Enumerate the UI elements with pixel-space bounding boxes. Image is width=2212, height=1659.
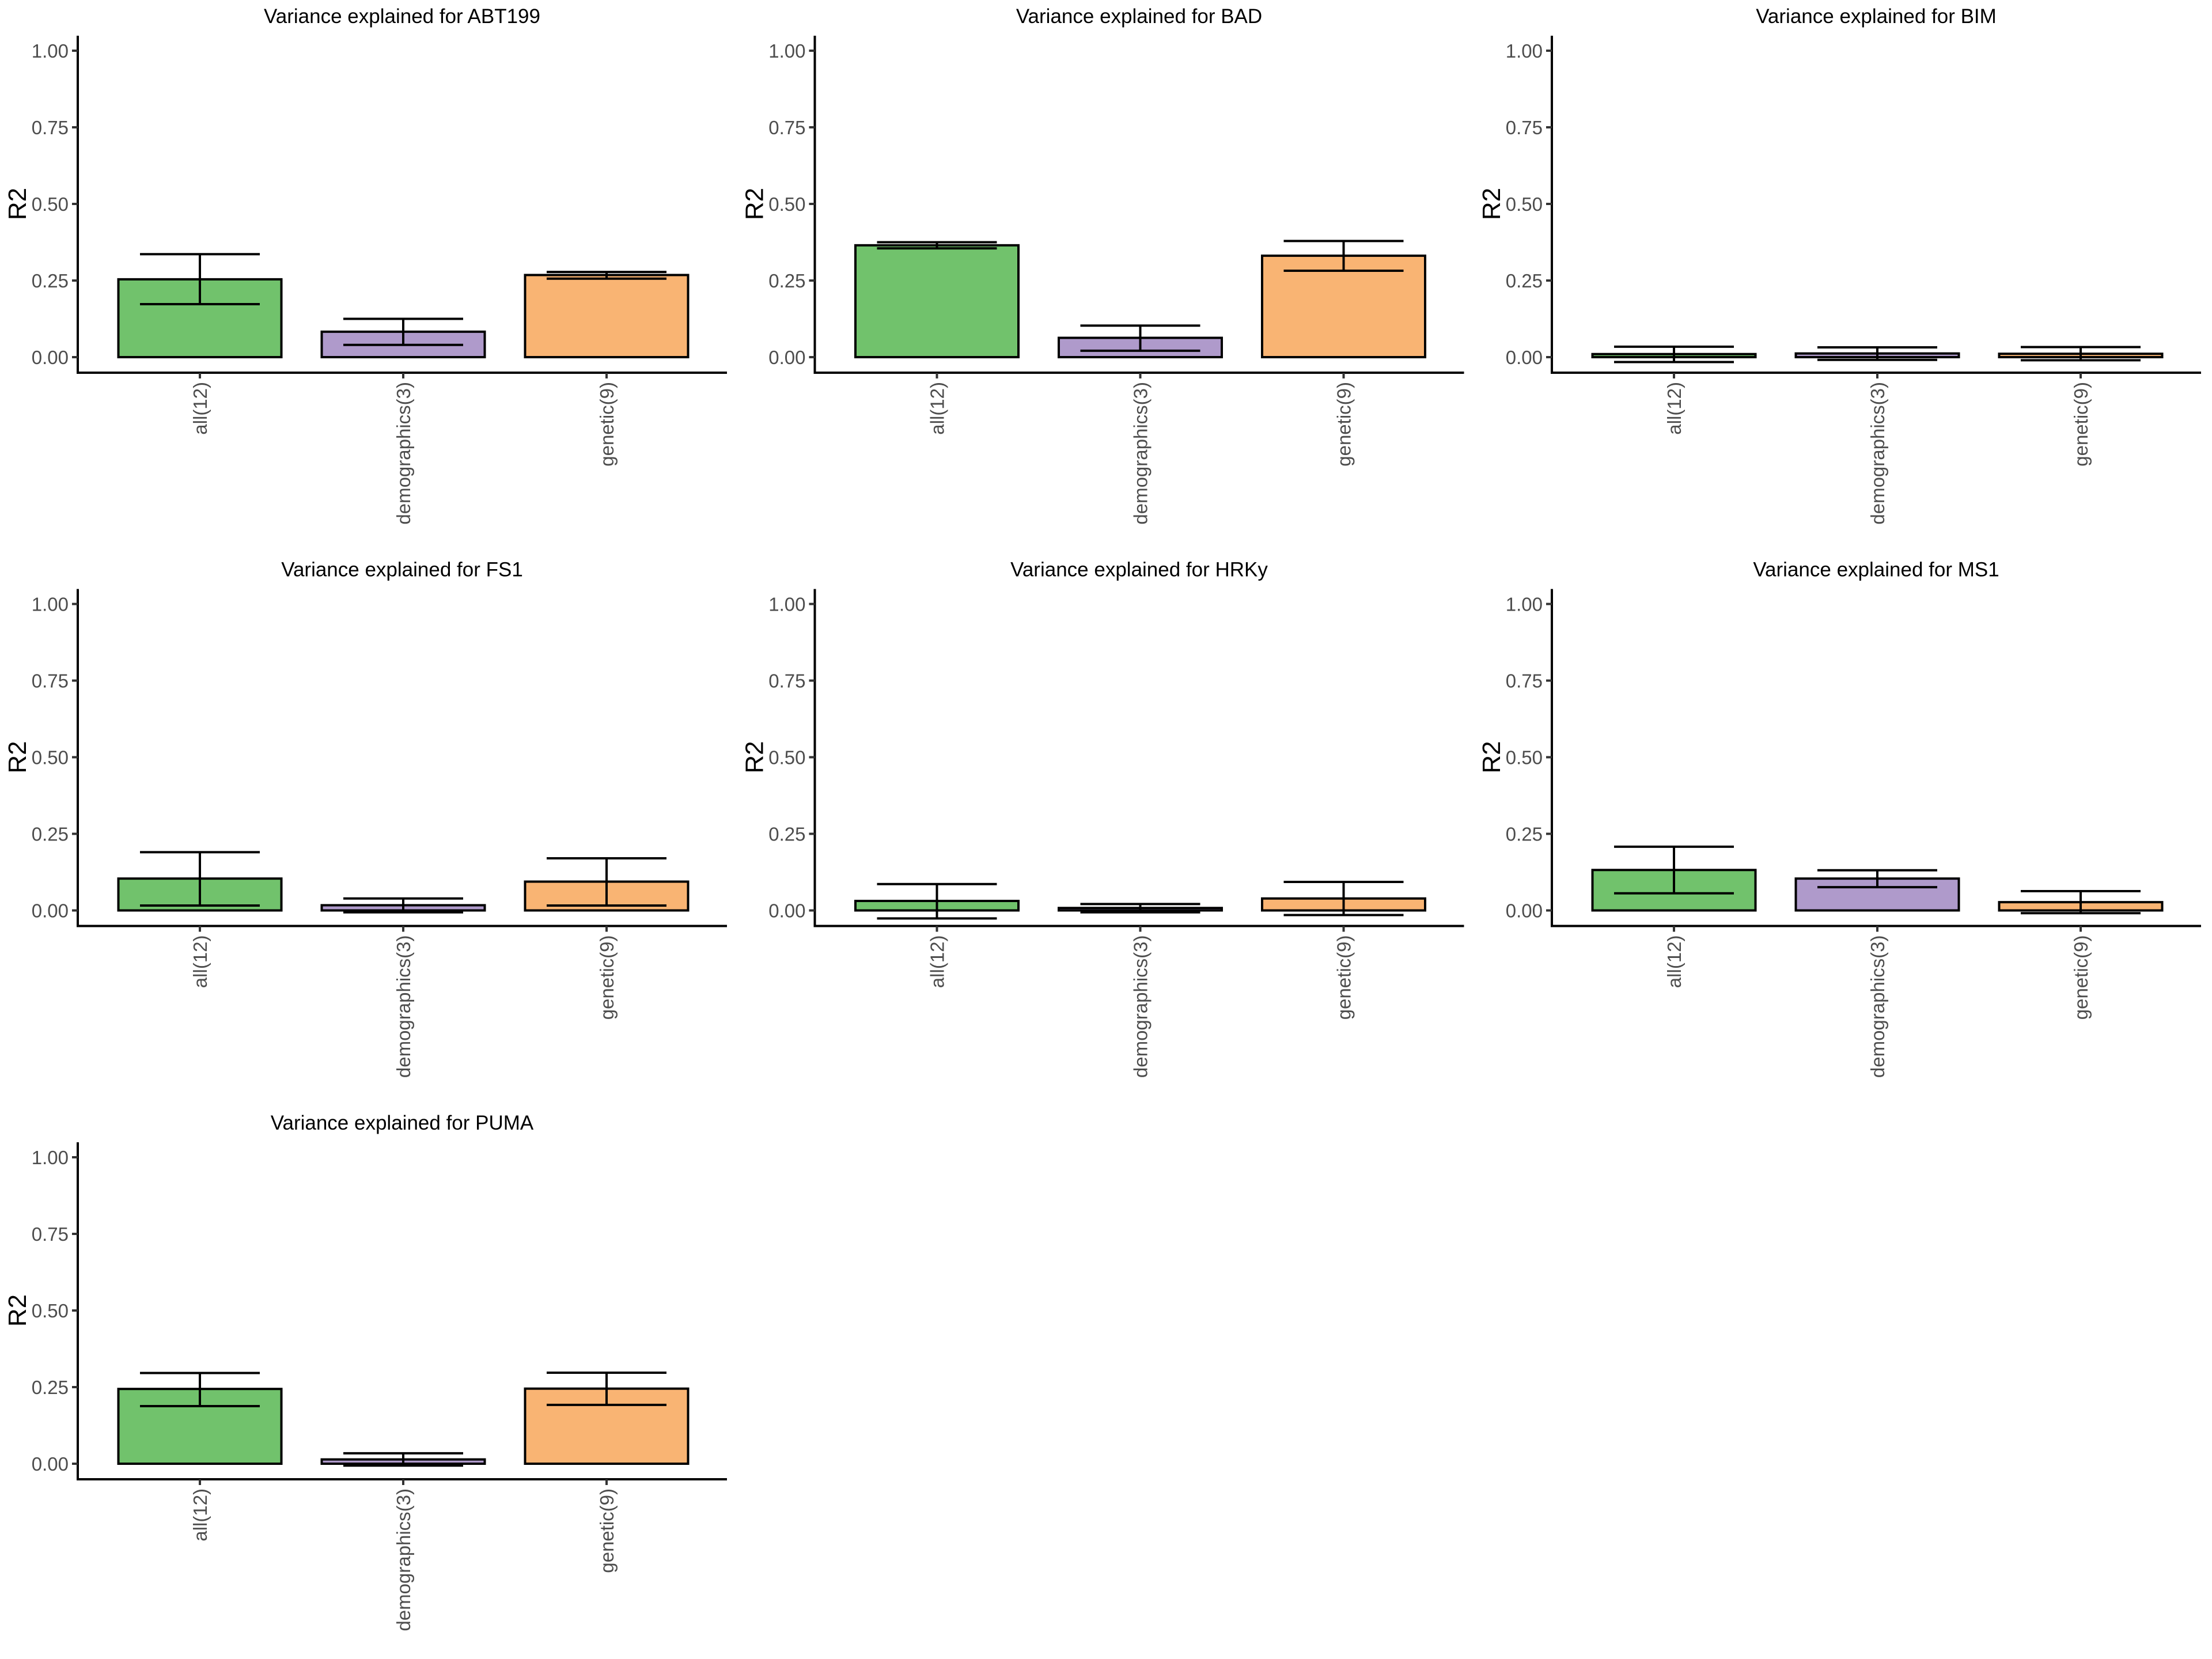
panel-title: Variance explained for FS1: [281, 559, 523, 581]
x-tick-label: demographics(3): [393, 1488, 414, 1631]
panel-title: Variance explained for MS1: [1753, 559, 1999, 581]
panel-abt199: Variance explained for ABT199 R2 0.00 0.25 0…: [3, 5, 727, 525]
panel-bim: Variance explained for BIM R2 0.00 0.25 0.50…: [1478, 5, 2201, 525]
panel-puma: Variance explained for PUMA R2 0.00 0.25 0.5…: [3, 1112, 727, 1631]
y-tick-label: 1.00: [768, 40, 805, 62]
y-tick-label: 0.75: [768, 671, 805, 692]
x-tick-label: all(12): [927, 382, 948, 435]
y-tick-label: 1.00: [32, 594, 69, 615]
x-tick-label: all(12): [1664, 935, 1685, 988]
x-tick-label: genetic(9): [596, 382, 618, 467]
y-axis-label: R2: [741, 188, 769, 220]
bar-all[interactable]: [854, 244, 1020, 358]
y-tick-label: 1.00: [1506, 40, 1543, 62]
x-tick-label: demographics(3): [393, 382, 414, 525]
y-tick-label: 0.25: [768, 824, 805, 845]
y-tick-label: 0.00: [1506, 900, 1543, 922]
y-tick-label: 0.00: [32, 347, 69, 368]
y-tick-label: 0.00: [768, 347, 805, 368]
y-tick-label: 1.00: [32, 1147, 69, 1168]
panel-hrky: Variance explained for HRKy R2 0.00 0.25 0.5…: [741, 559, 1464, 1078]
y-tick-label: 0.00: [768, 900, 805, 922]
y-tick-label: 0.00: [32, 1453, 69, 1475]
bar-genetic[interactable]: [524, 274, 690, 359]
x-tick-label: genetic(9): [596, 935, 618, 1020]
x-tick-label: all(12): [1664, 382, 1685, 435]
y-axis-label: R2: [3, 741, 32, 773]
y-tick-label: 1.00: [1506, 594, 1543, 615]
y-axis-label: R2: [3, 1294, 32, 1327]
panel-title: Variance explained for ABT199: [264, 5, 540, 28]
x-tick-label: demographics(3): [1130, 935, 1152, 1078]
x-tick-label: demographics(3): [1130, 382, 1152, 525]
y-tick-label: 0.50: [1506, 194, 1543, 215]
bar-genetic[interactable]: [1261, 254, 1426, 358]
y-tick-label: 0.50: [32, 747, 69, 768]
panel-title: Variance explained for BIM: [1756, 5, 1997, 28]
y-tick-label: 0.25: [32, 270, 69, 291]
x-tick-label: demographics(3): [393, 935, 414, 1078]
x-tick-label: genetic(9): [1334, 382, 1355, 467]
y-tick-label: 0.00: [32, 900, 69, 922]
y-tick-label: 1.00: [32, 40, 69, 62]
y-tick-label: 0.75: [768, 117, 805, 138]
panel-title: Variance explained for HRKy: [1010, 559, 1268, 581]
y-tick-label: 0.75: [32, 117, 69, 138]
y-axis-label: R2: [3, 188, 32, 220]
x-tick-label: all(12): [190, 935, 211, 988]
y-tick-label: 0.25: [768, 270, 805, 291]
panel-title: Variance explained for BAD: [1016, 5, 1262, 28]
x-tick-label: demographics(3): [1867, 935, 1888, 1078]
y-tick-label: 0.00: [1506, 347, 1543, 368]
y-tick-label: 0.50: [32, 1300, 69, 1321]
x-tick-label: all(12): [927, 935, 948, 988]
y-tick-label: 0.75: [32, 1224, 69, 1245]
x-tick-label: all(12): [190, 1488, 211, 1541]
y-tick-label: 1.00: [768, 594, 805, 615]
y-tick-label: 0.50: [768, 194, 805, 215]
y-axis-label: R2: [1478, 741, 1506, 773]
panel-ms1: Variance explained for MS1 R2 0.00 0.25 0.50…: [1478, 559, 2201, 1078]
x-tick-label: genetic(9): [1334, 935, 1355, 1020]
x-tick-label: genetic(9): [596, 1488, 618, 1573]
panel-fs1: Variance explained for FS1 R2 0.00 0.25 0.50…: [3, 559, 727, 1078]
y-axis-label: R2: [741, 741, 769, 773]
y-tick-label: 0.75: [32, 671, 69, 692]
panel-title: Variance explained for PUMA: [271, 1112, 534, 1134]
y-tick-label: 0.50: [1506, 747, 1543, 768]
y-tick-label: 0.25: [32, 824, 69, 845]
y-tick-label: 0.25: [32, 1377, 69, 1398]
x-tick-label: genetic(9): [2070, 935, 2092, 1020]
y-tick-label: 0.50: [768, 747, 805, 768]
x-tick-label: genetic(9): [2070, 382, 2092, 467]
x-tick-label: all(12): [190, 382, 211, 435]
y-tick-label: 0.50: [32, 194, 69, 215]
y-tick-label: 0.25: [1506, 270, 1543, 291]
panel-bad: Variance explained for BAD R2 0.00 0.25 0.50…: [741, 5, 1464, 525]
y-axis-label: R2: [1478, 188, 1506, 220]
y-tick-label: 0.75: [1506, 117, 1543, 138]
y-tick-label: 0.75: [1506, 671, 1543, 692]
x-tick-label: demographics(3): [1867, 382, 1888, 525]
y-tick-label: 0.25: [1506, 824, 1543, 845]
